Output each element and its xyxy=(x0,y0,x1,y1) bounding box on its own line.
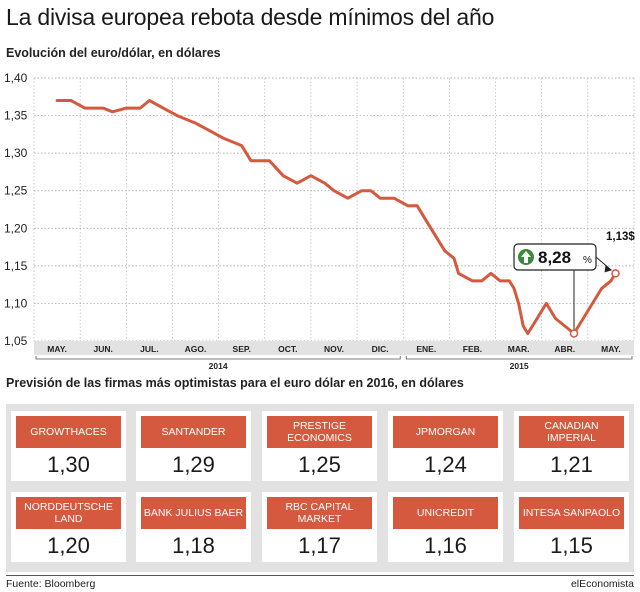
low-point-marker xyxy=(569,329,579,338)
forecast-firm-label: JPMORGAN xyxy=(393,416,498,448)
x-tick-label: DIC. xyxy=(372,344,389,354)
series-line xyxy=(55,99,617,335)
forecast-value: 1,21 xyxy=(550,452,593,477)
forecast-firm-label: RBC CAPITAL MARKET xyxy=(267,497,372,529)
forecast-card: INTESA SANPAOLO 1,15 xyxy=(514,492,629,562)
y-tick-label: 1,30 xyxy=(4,146,28,160)
forecast-value: 1,20 xyxy=(47,533,90,558)
y-tick-label: 1,35 xyxy=(4,109,28,123)
x-axis-band xyxy=(34,341,634,355)
forecast-card: BANK JULIUS BAER 1,18 xyxy=(136,492,251,562)
forecast-card: PRESTIGE ECONOMICS 1,25 xyxy=(262,411,377,481)
x-tick-label: NOV. xyxy=(324,344,344,354)
x-tick-label: OCT. xyxy=(278,344,297,354)
x-tick-label: MAR. xyxy=(508,344,530,354)
series-line-path xyxy=(55,99,617,335)
x-tick-label: ABR. xyxy=(554,344,575,354)
forecast-card: NORDDEUTSCHE LAND 1,20 xyxy=(11,492,126,562)
y-tick-label: 1,20 xyxy=(4,221,28,235)
forecast-value: 1,29 xyxy=(172,452,215,477)
forecast-card: SANTANDER 1,29 xyxy=(136,411,251,481)
y-tick-label: 1,15 xyxy=(4,259,28,273)
forecast-value: 1,16 xyxy=(424,533,467,558)
y-tick-label: 1,05 xyxy=(4,334,28,348)
forecast-firm-label: UNICREDIT xyxy=(393,497,498,529)
forecast-firm-label: BANK JULIUS BAER xyxy=(141,497,246,529)
forecast-card: CANADIAN IMPERIAL 1,21 xyxy=(514,411,629,481)
last-point-marker xyxy=(611,269,620,278)
up-arrow-glyph xyxy=(521,251,531,263)
x-tick-label: MAY. xyxy=(601,344,621,354)
brand-logo-text: elEconomista xyxy=(570,578,634,590)
x-tick-label: SEP. xyxy=(233,344,251,354)
euro-dollar-line-chart: 1,40 1,35 1,30 1,25 1,20 1,15 1,10 1,05 MAY. JUN… xyxy=(4,71,635,371)
forecast-firm-label: CANADIAN IMPERIAL xyxy=(519,416,624,448)
x-tick-label: MAY. xyxy=(47,344,67,354)
year-bracket xyxy=(35,356,401,360)
forecast-card: JPMORGAN 1,24 xyxy=(388,411,503,481)
x-tick-label: ENE. xyxy=(416,344,436,354)
forecast-value: 1,17 xyxy=(298,533,341,558)
source-note: Fuente: Bloomberg xyxy=(6,578,96,590)
forecast-value: 1,25 xyxy=(298,452,341,477)
forecast-value: 1,30 xyxy=(47,452,90,477)
forecast-firm-label: SANTANDER xyxy=(141,416,246,448)
callout-box xyxy=(513,243,597,271)
callout-leader xyxy=(595,256,612,271)
forecast-firm-label: INTESA SANPAOLO xyxy=(519,497,624,529)
forecast-card: UNICREDIT 1,16 xyxy=(388,492,503,562)
year-label: 2014 xyxy=(209,361,228,371)
x-axis: MAY. JUN. JUL. AGO. SEP. OCT. NOV. DIC. ENE. FEB.… xyxy=(34,341,634,371)
x-tick-label: AGO. xyxy=(185,344,207,354)
forecast-firm-label: GROWTHACES xyxy=(16,416,121,448)
x-tick-label: JUL. xyxy=(140,344,158,354)
footer-divider xyxy=(6,575,634,576)
change-percent-unit: % xyxy=(583,255,592,266)
forecast-firm-label: PRESTIGE ECONOMICS xyxy=(267,416,372,448)
x-tick-label: FEB. xyxy=(463,344,482,354)
forecast-value: 1,18 xyxy=(172,533,215,558)
page-title: La divisa europea rebota desde mínimos d… xyxy=(6,4,495,30)
y-tick-label: 1,40 xyxy=(4,71,28,85)
forecast-value: 1,15 xyxy=(550,533,593,558)
y-tick-label: 1,10 xyxy=(4,296,28,310)
y-tick-label: 1,25 xyxy=(4,184,28,198)
forecast-card: GROWTHACES 1,30 xyxy=(11,411,126,481)
change-percent-label: 8,28 xyxy=(538,248,571,267)
arrow-head-icon xyxy=(604,265,612,273)
chart-grid xyxy=(33,77,635,342)
chart-annotation: 8,28 % 1,13$ xyxy=(513,231,635,338)
forecast-panel: GROWTHACES 1,30 SANTANDER 1,29 PRESTIGE … xyxy=(6,404,634,572)
last-value-label: 1,13$ xyxy=(606,231,635,243)
x-tick-label: JUN. xyxy=(94,344,113,354)
year-label: 2015 xyxy=(510,361,529,371)
forecast-firm-label: NORDDEUTSCHE LAND xyxy=(16,497,121,529)
chart-subtitle: Evolución del euro/dólar, en dólares xyxy=(6,46,221,60)
forecast-value: 1,24 xyxy=(424,452,467,477)
year-bracket xyxy=(405,356,633,360)
y-axis-ticks: 1,40 1,35 1,30 1,25 1,20 1,15 1,10 1,05 xyxy=(4,71,28,348)
forecast-card: RBC CAPITAL MARKET 1,17 xyxy=(262,492,377,562)
forecast-section-title: Previsión de las firmas más optimistas p… xyxy=(6,376,464,390)
